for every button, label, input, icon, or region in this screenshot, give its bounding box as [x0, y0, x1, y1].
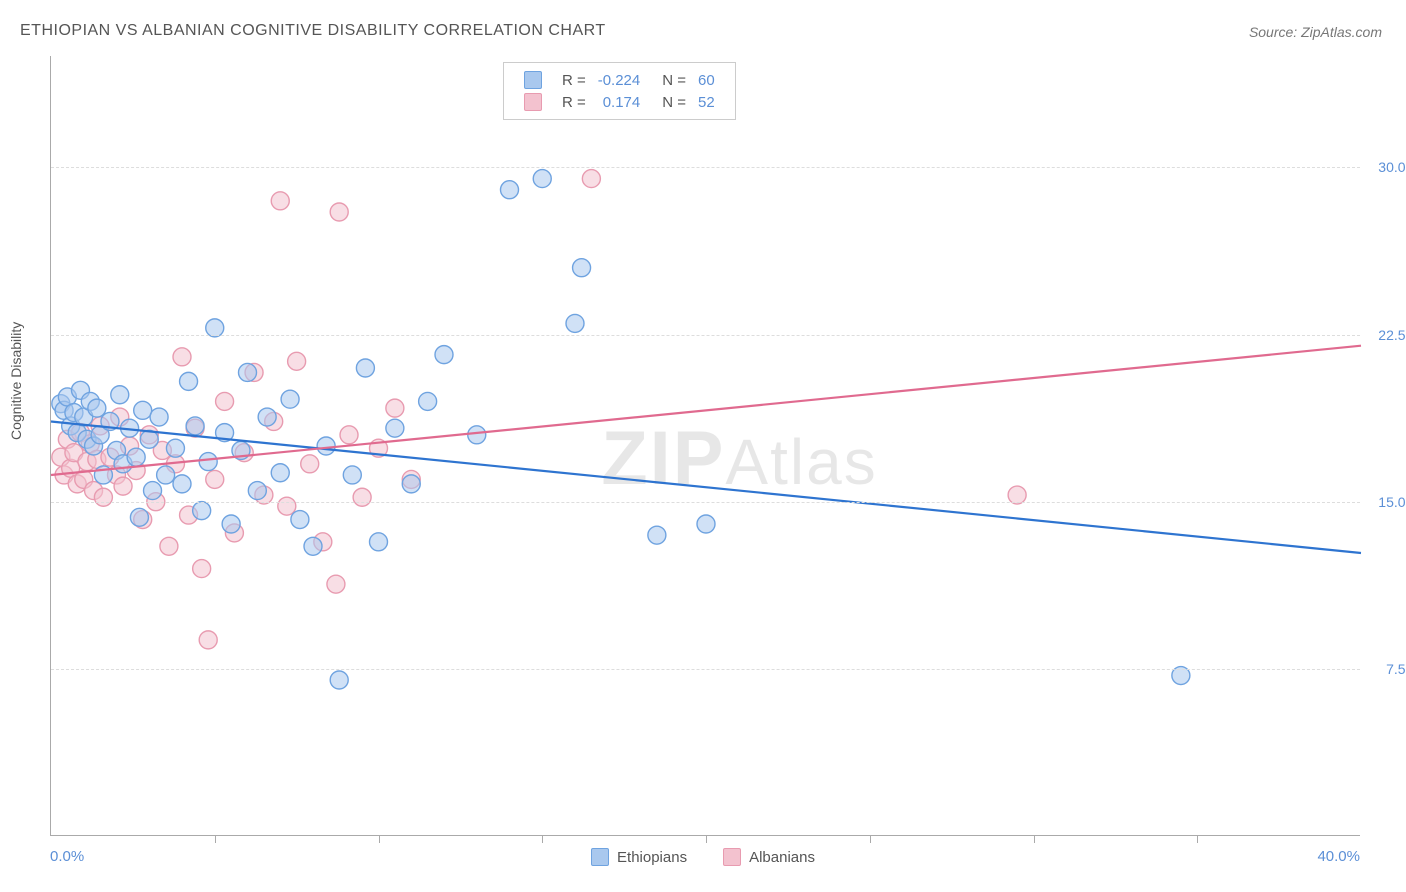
- albanians-point: [114, 477, 132, 495]
- correlation-row-albanians: R =0.174N =52: [518, 91, 721, 113]
- ethiopians-point: [648, 526, 666, 544]
- ethiopians-point: [199, 453, 217, 471]
- gridline: [51, 335, 1360, 336]
- ethiopians-point: [343, 466, 361, 484]
- ethiopians-point: [180, 372, 198, 390]
- r-value: 0.174: [592, 91, 647, 113]
- ethiopians-point: [573, 259, 591, 277]
- ethiopians-point: [419, 392, 437, 410]
- ethiopians-point: [88, 399, 106, 417]
- ethiopians-point: [356, 359, 374, 377]
- r-label: R =: [556, 91, 592, 113]
- ethiopians-point: [468, 426, 486, 444]
- source-attribution: Source: ZipAtlas.com: [1249, 24, 1382, 40]
- albanians-point: [340, 426, 358, 444]
- ethiopians-point: [144, 482, 162, 500]
- y-tick-label: 22.5%: [1368, 327, 1406, 343]
- albanians-point: [301, 455, 319, 473]
- x-tick: [1034, 835, 1035, 843]
- correlation-row-ethiopians: R =-0.224N =60: [518, 69, 721, 91]
- correlation-legend: R =-0.224N =60R =0.174N =52: [503, 62, 736, 120]
- n-label: N =: [646, 69, 692, 91]
- albanians-point: [199, 631, 217, 649]
- ethiopians-point: [402, 475, 420, 493]
- r-value: -0.224: [592, 69, 647, 91]
- albanians-point: [327, 575, 345, 593]
- ethiopians-point: [134, 401, 152, 419]
- correlation-table: R =-0.224N =60R =0.174N =52: [518, 69, 721, 113]
- legend-swatch: [591, 848, 609, 866]
- ethiopians-point: [291, 511, 309, 529]
- y-tick-label: 15.0%: [1368, 494, 1406, 510]
- x-tick: [706, 835, 707, 843]
- albanians-point: [173, 348, 191, 366]
- ethiopians-point: [697, 515, 715, 533]
- ethiopians-point: [186, 417, 204, 435]
- y-axis-label: Cognitive Disability: [8, 322, 24, 440]
- gridline: [51, 167, 1360, 168]
- ethiopians-point: [111, 386, 129, 404]
- albanians-point: [193, 560, 211, 578]
- albanians-point: [353, 488, 371, 506]
- n-value: 52: [692, 91, 721, 113]
- gridline: [51, 669, 1360, 670]
- ethiopians-point: [281, 390, 299, 408]
- x-tick: [379, 835, 380, 843]
- y-tick-label: 7.5%: [1368, 661, 1406, 677]
- ethiopians-point: [222, 515, 240, 533]
- albanians-point: [160, 537, 178, 555]
- x-tick: [215, 835, 216, 843]
- ethiopians-point: [566, 314, 584, 332]
- ethiopians-point: [239, 363, 257, 381]
- albanians-point: [271, 192, 289, 210]
- legend-label: Ethiopians: [617, 849, 687, 866]
- y-tick-label: 30.0%: [1368, 159, 1406, 175]
- x-tick: [870, 835, 871, 843]
- series-legend: Ethiopians Albanians: [0, 848, 1406, 866]
- legend-swatch: [723, 848, 741, 866]
- ethiopians-point: [533, 170, 551, 188]
- n-label: N =: [646, 91, 692, 113]
- ethiopians-point: [304, 537, 322, 555]
- ethiopians-point: [386, 419, 404, 437]
- plot-svg: [51, 56, 1360, 835]
- ethiopians-point: [150, 408, 168, 426]
- n-value: 60: [692, 69, 721, 91]
- albanians-point: [288, 352, 306, 370]
- ethiopians-point: [173, 475, 191, 493]
- albanians-point: [582, 170, 600, 188]
- albanians-point: [278, 497, 296, 515]
- ethiopians-point: [193, 502, 211, 520]
- legend-label: Albanians: [749, 849, 815, 866]
- ethiopians-point: [317, 437, 335, 455]
- ethiopians-point: [435, 346, 453, 364]
- ethiopians-point: [166, 439, 184, 457]
- legend-item-ethiopians: Ethiopians: [591, 848, 687, 866]
- plot-area: ZIPAtlas R =-0.224N =60R =0.174N =52 7.5…: [50, 56, 1360, 836]
- gridline: [51, 502, 1360, 503]
- ethiopians-point: [130, 508, 148, 526]
- r-label: R =: [556, 69, 592, 91]
- ethiopians-point: [271, 464, 289, 482]
- ethiopians-point: [501, 181, 519, 199]
- albanians-point: [386, 399, 404, 417]
- albanians-point: [216, 392, 234, 410]
- albanians-point: [206, 470, 224, 488]
- x-tick: [1197, 835, 1198, 843]
- ethiopians-point: [330, 671, 348, 689]
- legend-item-albanians: Albanians: [723, 848, 815, 866]
- ethiopians-point: [370, 533, 388, 551]
- chart-container: ETHIOPIAN VS ALBANIAN COGNITIVE DISABILI…: [0, 0, 1406, 892]
- chart-title: ETHIOPIAN VS ALBANIAN COGNITIVE DISABILI…: [20, 22, 606, 40]
- x-tick: [542, 835, 543, 843]
- albanians-point: [330, 203, 348, 221]
- legend-swatch: [524, 93, 542, 111]
- ethiopians-point: [248, 482, 266, 500]
- ethiopians-point: [157, 466, 175, 484]
- ethiopians-point: [127, 448, 145, 466]
- legend-swatch: [524, 71, 542, 89]
- albanians-point: [94, 488, 112, 506]
- ethiopians-point: [258, 408, 276, 426]
